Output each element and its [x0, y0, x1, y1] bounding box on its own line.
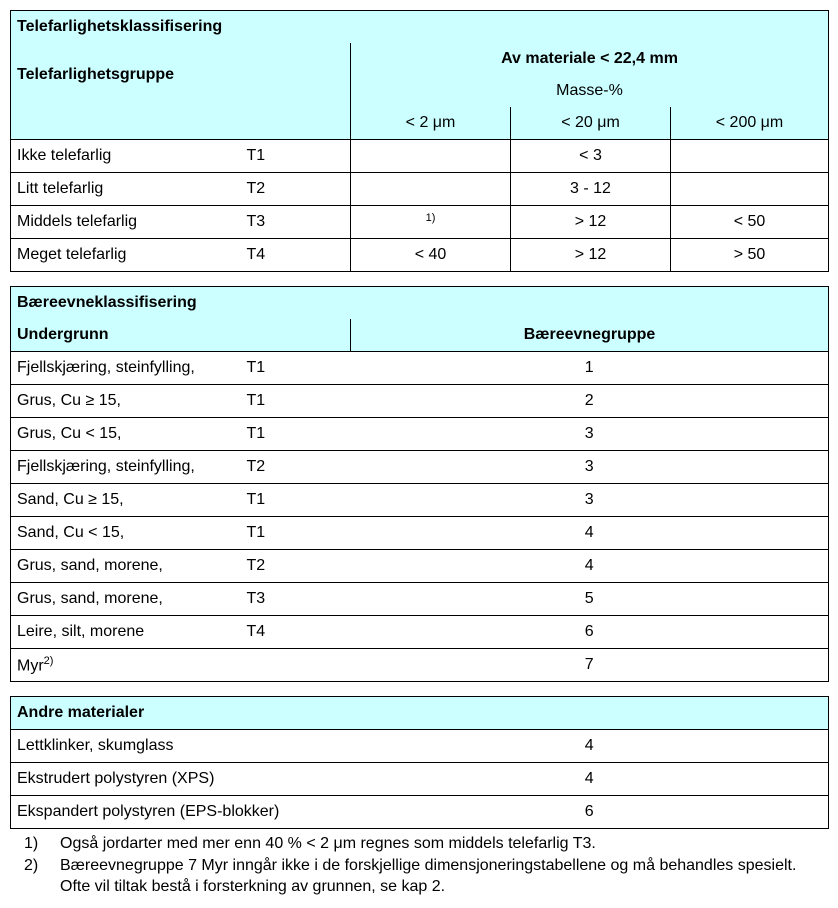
col-lt200: < 200 μm — [671, 107, 829, 140]
table-row: Litt telefarligT2 3 - 12 — [11, 173, 829, 206]
s1-name: Middels telefarlig — [11, 206, 241, 239]
s2-grp: 3 — [351, 451, 829, 484]
s2-grp: 6 — [351, 616, 829, 649]
s2-grp: 4 — [351, 517, 829, 550]
s2-code: T1 — [241, 517, 351, 550]
s2-name: Fjellskjæring, steinfylling, — [11, 451, 241, 484]
footnote: 2)Bæreevnegruppe 7 Myr inngår ikke i de … — [24, 855, 828, 898]
s2-name: Leire, silt, morene — [11, 616, 241, 649]
table-row: Grus, Cu ≥ 15,T12 — [11, 385, 829, 418]
s1-c3 — [671, 140, 829, 173]
s1-c1: < 40 — [351, 239, 511, 272]
s3-name: Ekstrudert polystyren (XPS) — [11, 763, 351, 796]
footnote-text: Også jordarter med mer enn 40 % < 2 μm r… — [60, 833, 828, 855]
s2-code: T2 — [241, 550, 351, 583]
col-undergrunn: Undergrunn — [11, 319, 351, 352]
table-row: Lettklinker, skumglass4 — [11, 730, 829, 763]
table-row: Fjellskjæring, steinfylling,T23 — [11, 451, 829, 484]
table-row: Grus, sand, morene,T24 — [11, 550, 829, 583]
s2-grp: 3 — [351, 418, 829, 451]
s1-c3 — [671, 173, 829, 206]
table-row: Grus, sand, morene,T35 — [11, 583, 829, 616]
table-row: Ekspandert polystyren (EPS-blokker)6 — [11, 796, 829, 829]
myr-sup: 2) — [44, 655, 54, 667]
s1-c3: > 50 — [671, 239, 829, 272]
s3-grp: 4 — [351, 730, 829, 763]
s2-code: T1 — [241, 484, 351, 517]
s2-name: Sand, Cu ≥ 15, — [11, 484, 241, 517]
s2-grp: 2 — [351, 385, 829, 418]
s2-grp: 3 — [351, 484, 829, 517]
s2-code: T1 — [241, 418, 351, 451]
mass-label: Masse-% — [351, 75, 829, 107]
table-row: Sand, Cu ≥ 15,T13 — [11, 484, 829, 517]
table-row: Sand, Cu < 15,T14 — [11, 517, 829, 550]
material-header: Av materiale < 22,4 mm — [351, 43, 829, 75]
s1-c1 — [351, 140, 511, 173]
s3-grp: 4 — [351, 763, 829, 796]
s2-name: Grus, sand, morene, — [11, 550, 241, 583]
s1-c2: 3 - 12 — [511, 173, 671, 206]
s1-code: T2 — [241, 173, 351, 206]
s3-name: Ekspandert polystyren (EPS-blokker) — [11, 796, 351, 829]
page-container: Telefarlighetsklassifisering Telefarligh… — [10, 10, 828, 898]
s1-name: Ikke telefarlig — [11, 140, 241, 173]
table-row: Grus, Cu < 15,T13 — [11, 418, 829, 451]
s3-name: Lettklinker, skumglass — [11, 730, 351, 763]
s1-c2: < 3 — [511, 140, 671, 173]
s2-grp: 4 — [351, 550, 829, 583]
section3-title: Andre materialer — [11, 697, 829, 730]
spacer — [11, 682, 829, 697]
group-label: Telefarlighetsgruppe — [11, 43, 351, 107]
s2-name: Grus, Cu < 15, — [11, 418, 241, 451]
table-row: Meget telefarligT4< 40> 12> 50 — [11, 239, 829, 272]
s1-c2: > 12 — [511, 206, 671, 239]
footnote-text: Bæreevnegruppe 7 Myr inngår ikke i de fo… — [60, 855, 828, 898]
s1-code: T3 — [241, 206, 351, 239]
col-lt2: < 2 μm — [351, 107, 511, 140]
col-gruppe: Bæreevnegruppe — [351, 319, 829, 352]
s1-c1: 1) — [351, 206, 511, 239]
table-row: Ikke telefarligT1 < 3 — [11, 140, 829, 173]
s2-code: T2 — [241, 451, 351, 484]
table-row: Fjellskjæring, steinfylling,T11 — [11, 352, 829, 385]
footnote-num: 1) — [24, 833, 60, 855]
spacer — [11, 272, 829, 287]
s1-code: T1 — [241, 140, 351, 173]
s2-name: Fjellskjæring, steinfylling, — [11, 352, 241, 385]
s2-code: T1 — [241, 352, 351, 385]
s3-grp: 6 — [351, 796, 829, 829]
s1-name: Meget telefarlig — [11, 239, 241, 272]
footnotes: 1)Også jordarter med mer enn 40 % < 2 μm… — [10, 829, 828, 898]
myr-grp: 7 — [351, 649, 829, 682]
s1-c2: > 12 — [511, 239, 671, 272]
section2-title: Bæreevneklassifisering — [11, 287, 829, 320]
s2-name: Grus, sand, morene, — [11, 583, 241, 616]
classification-table: Telefarlighetsklassifisering Telefarligh… — [10, 10, 829, 829]
col-lt20: < 20 μm — [511, 107, 671, 140]
s1-name: Litt telefarlig — [11, 173, 241, 206]
s1-c3: < 50 — [671, 206, 829, 239]
s2-grp: 1 — [351, 352, 829, 385]
s2-code: T1 — [241, 385, 351, 418]
s2-grp: 5 — [351, 583, 829, 616]
table-row: Ekstrudert polystyren (XPS)4 — [11, 763, 829, 796]
s2-code: T3 — [241, 583, 351, 616]
footnote: 1)Også jordarter med mer enn 40 % < 2 μm… — [24, 833, 828, 855]
group-label-spacer — [11, 107, 351, 140]
footnote-num: 2) — [24, 855, 60, 898]
s2-code: T4 — [241, 616, 351, 649]
section1-title: Telefarlighetsklassifisering — [11, 11, 829, 44]
table-row: Middels telefarligT31)> 12< 50 — [11, 206, 829, 239]
s2-name: Sand, Cu < 15, — [11, 517, 241, 550]
s2-name: Grus, Cu ≥ 15, — [11, 385, 241, 418]
s1-code: T4 — [241, 239, 351, 272]
table-row: Leire, silt, moreneT46 — [11, 616, 829, 649]
myr-cell: Myr2) — [11, 649, 351, 682]
s1-c1 — [351, 173, 511, 206]
table-row-myr: Myr2) 7 — [11, 649, 829, 682]
myr-label: Myr — [17, 657, 44, 674]
